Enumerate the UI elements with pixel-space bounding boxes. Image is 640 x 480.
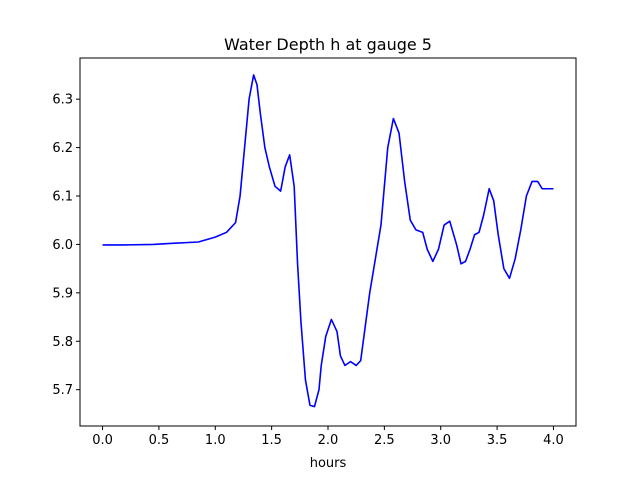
y-tick-label: 5.8: [52, 335, 73, 350]
y-axis: 5.7 5.8 5.9 6.0 6.1 6.2 6.3: [52, 93, 80, 398]
x-axis: 0.0 0.5 1.0 1.5 2.0 2.5 3.0 3.5 4.0: [92, 426, 564, 448]
x-tick-label: 2.0: [318, 433, 339, 448]
x-tick-label: 4.0: [543, 433, 564, 448]
chart-title: Water Depth h at gauge 5: [224, 35, 432, 54]
y-tick-label: 6.0: [52, 238, 73, 253]
plot-area: [79, 57, 577, 427]
y-tick-label: 5.7: [52, 383, 73, 398]
x-axis-label: hours: [310, 456, 347, 471]
y-tick-label: 6.2: [52, 141, 73, 156]
y-tick-label: 6.1: [52, 190, 73, 205]
series-line-0: [102, 74, 554, 408]
x-tick-label: 1.0: [205, 433, 226, 448]
x-tick-label: 0.5: [149, 433, 170, 448]
x-tick-label: 1.5: [261, 433, 282, 448]
axes-frame: [79, 57, 577, 427]
x-tick-label: 3.0: [430, 433, 451, 448]
x-tick-label: 2.5: [374, 433, 395, 448]
y-tick-label: 5.9: [52, 286, 73, 301]
y-tick-label: 6.3: [52, 93, 73, 108]
x-tick-label: 3.5: [487, 433, 508, 448]
x-tick-label: 0.0: [92, 433, 113, 448]
